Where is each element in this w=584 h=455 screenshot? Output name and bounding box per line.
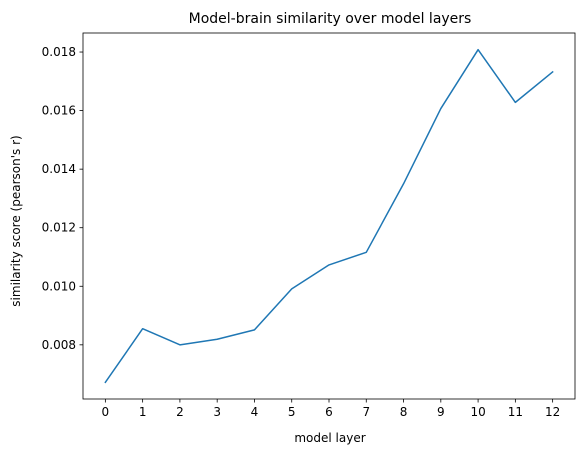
- y-tick-label-1: 0.010: [42, 279, 76, 293]
- x-tick-label-10: 10: [470, 405, 485, 419]
- y-tick-label-3: 0.014: [42, 162, 76, 176]
- x-tick-label-3: 3: [213, 405, 221, 419]
- x-tick-label-0: 0: [102, 405, 110, 419]
- chart-title: Model-brain similarity over model layers: [189, 11, 472, 27]
- x-tick-label-9: 9: [437, 405, 445, 419]
- x-tick-label-12: 12: [545, 405, 560, 419]
- y-tick-label-5: 0.018: [42, 45, 76, 59]
- x-tick-label-8: 8: [400, 405, 408, 419]
- x-tick-label-6: 6: [325, 405, 333, 419]
- x-tick-label-7: 7: [362, 405, 370, 419]
- x-axis-label: model layer: [294, 431, 365, 445]
- x-tick-label-4: 4: [251, 405, 259, 419]
- x-tick-label-11: 11: [508, 405, 523, 419]
- y-tick-label-0: 0.008: [42, 338, 76, 352]
- series-line-0: [104, 48, 554, 384]
- y-axis-label: similarity score (pearson's r): [9, 135, 23, 306]
- x-tick-label-1: 1: [139, 405, 147, 419]
- y-tick-label-4: 0.016: [42, 104, 76, 118]
- axes-frame: [82, 32, 576, 400]
- x-tick-label-2: 2: [176, 405, 184, 419]
- plot-area: 0 1 2 3 4 5 6 7 8 9 10 11 120.0080.0100.0120.0140.01…: [42, 32, 576, 419]
- y-tick-label-2: 0.012: [42, 221, 76, 235]
- x-tick-label-5: 5: [288, 405, 296, 419]
